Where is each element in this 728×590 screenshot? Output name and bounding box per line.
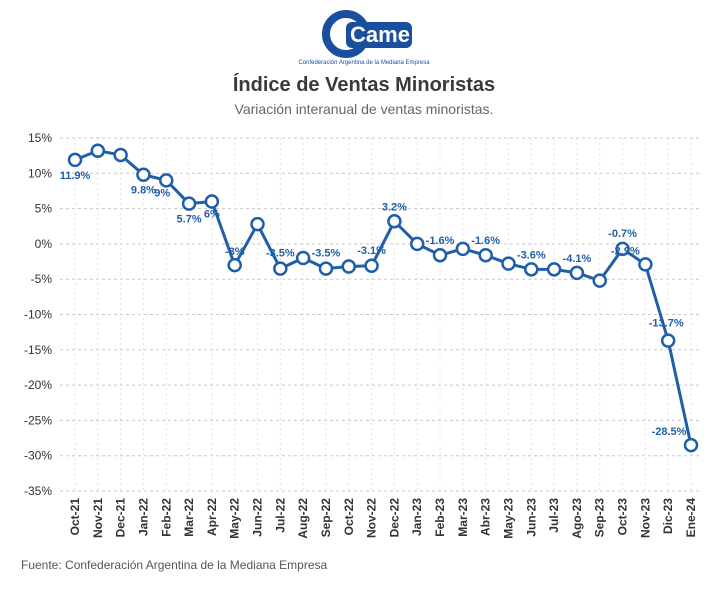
data-label: -3.6%: [517, 249, 546, 261]
data-point: [615, 241, 630, 257]
y-tick-label: -5%: [31, 272, 53, 286]
x-tick-label: Feb-22: [159, 498, 173, 537]
x-tick-label: Sep-23: [593, 498, 607, 538]
data-label: 11.9%: [60, 170, 91, 182]
x-tick-label: Sep-22: [319, 498, 333, 538]
x-tick-label: Jun-22: [251, 498, 265, 537]
x-tick-label: Jan-23: [410, 498, 424, 536]
y-tick-label: -25%: [24, 413, 52, 427]
data-label: 9.8%: [131, 185, 156, 197]
x-tick-label: Feb-23: [433, 498, 447, 537]
data-label: -13.7%: [649, 318, 684, 330]
data-point: [341, 259, 357, 274]
x-tick-label: Nov-22: [365, 498, 379, 538]
x-tick-label: Ene-24: [684, 498, 698, 538]
data-point: [432, 247, 448, 263]
y-tick-label: 15%: [28, 131, 52, 145]
y-tick-label: 10%: [28, 166, 52, 180]
x-tick-label: Oct-22: [342, 498, 356, 536]
data-label: -3.5%: [266, 248, 295, 260]
x-tick-label: Dic-23: [661, 498, 675, 534]
data-point: [409, 236, 425, 252]
x-tick-label: Dec-21: [114, 498, 128, 538]
data-point: [273, 261, 288, 276]
x-tick-label: Ago-23: [570, 498, 584, 539]
y-tick-label: -10%: [24, 308, 52, 322]
data-labels-layer: 11.9% 9.8%9% 5.7% 6% -3% -3.5% -3.5% -3.1% 3.2% -…: [60, 170, 687, 438]
data-point: [113, 147, 128, 163]
x-tick-label: May-23: [501, 498, 515, 539]
x-tick-label: Mar-22: [182, 498, 196, 537]
data-point: [478, 247, 493, 263]
x-tick-label: Jun-23: [524, 498, 538, 537]
data-point: [569, 265, 585, 281]
data-point: [683, 437, 699, 453]
data-point: [227, 257, 242, 273]
data-point: [204, 194, 220, 209]
x-tick-label: May-22: [228, 498, 242, 539]
came-logo: Came Confederación Argentina de la Media…: [0, 8, 728, 68]
y-tick-label: 0%: [35, 237, 53, 251]
came-logo-graphic: Came Confederación Argentina de la Media…: [298, 10, 430, 66]
grid-layer: 15% 10% 5% 0% -5% -10% -15% -20% -25% -30% -35%: [24, 131, 700, 498]
data-point: [250, 216, 265, 232]
data-label: -3.1%: [357, 245, 386, 257]
chart-area: 15% 10% 5% 0% -5% -10% -15% -20% -25% -30% -35% 11…: [24, 131, 700, 539]
data-label: -1.6%: [471, 235, 500, 247]
data-label: 9%: [154, 187, 170, 199]
x-tick-label: Abr-23: [479, 498, 493, 536]
data-label: 6%: [204, 209, 220, 221]
logo-caption: Confederación Argentina de la Mediana Em…: [298, 60, 430, 66]
data-label: -3%: [225, 246, 245, 258]
data-label: 5.7%: [177, 214, 202, 226]
data-label: 3.2%: [382, 201, 407, 213]
x-tick-label: Jan-22: [136, 498, 150, 536]
x-tick-label: Oct-21: [68, 498, 82, 536]
data-label: -4.1%: [563, 253, 592, 265]
y-tick-label: -35%: [24, 484, 52, 498]
data-point: [501, 256, 516, 271]
data-label: -28.5%: [652, 426, 687, 438]
data-point: [660, 333, 676, 348]
chart-subtitle: Variación interanual de ventas minorista…: [234, 101, 494, 117]
x-tick-label: Jul-23: [547, 498, 561, 533]
data-points-layer: [67, 143, 699, 453]
source-note: Fuente: Confederación Argentina de la Me…: [21, 558, 328, 572]
y-tick-label: 5%: [35, 202, 53, 216]
chart-title: Índice de Ventas Minoristas: [232, 74, 496, 96]
y-tick-label: -30%: [24, 449, 52, 463]
x-tick-label: Apr-22: [205, 498, 219, 536]
data-point: [546, 262, 562, 277]
logo-text: Came: [350, 22, 410, 47]
series-line-layer: [74, 149, 693, 446]
y-tick-label: -20%: [24, 378, 52, 392]
data-point: [455, 241, 471, 257]
x-ticks-layer: Oct-21 Nov-21 Dec-21 Jan-22 Feb-22 Mar-22 Apr-…: [68, 498, 698, 539]
data-point: [90, 143, 106, 158]
data-label: -3.5%: [312, 248, 341, 260]
x-tick-label: Nov-21: [91, 498, 105, 538]
data-label: -1.6%: [426, 235, 455, 247]
data-point: [136, 167, 151, 182]
data-point: [159, 173, 174, 188]
x-tick-label: Mar-23: [456, 498, 470, 537]
y-tick-label: -15%: [24, 343, 52, 357]
data-point: [638, 257, 653, 272]
x-tick-label: Aug-22: [296, 498, 310, 539]
x-tick-label: Oct-23: [616, 498, 630, 536]
x-tick-label: Nov-23: [638, 498, 652, 538]
data-point: [181, 196, 197, 211]
data-label: -2.9%: [611, 245, 640, 257]
data-point: [295, 250, 311, 266]
data-label: -0.7%: [608, 228, 637, 240]
data-point: [364, 258, 379, 274]
x-tick-label: Jul-22: [273, 498, 287, 533]
data-point: [387, 214, 402, 229]
data-point: [524, 262, 539, 277]
data-point: [67, 152, 83, 168]
x-tick-label: Dec-22: [387, 498, 401, 538]
data-point: [318, 261, 334, 276]
series-line: [74, 149, 693, 446]
data-point: [592, 273, 607, 288]
